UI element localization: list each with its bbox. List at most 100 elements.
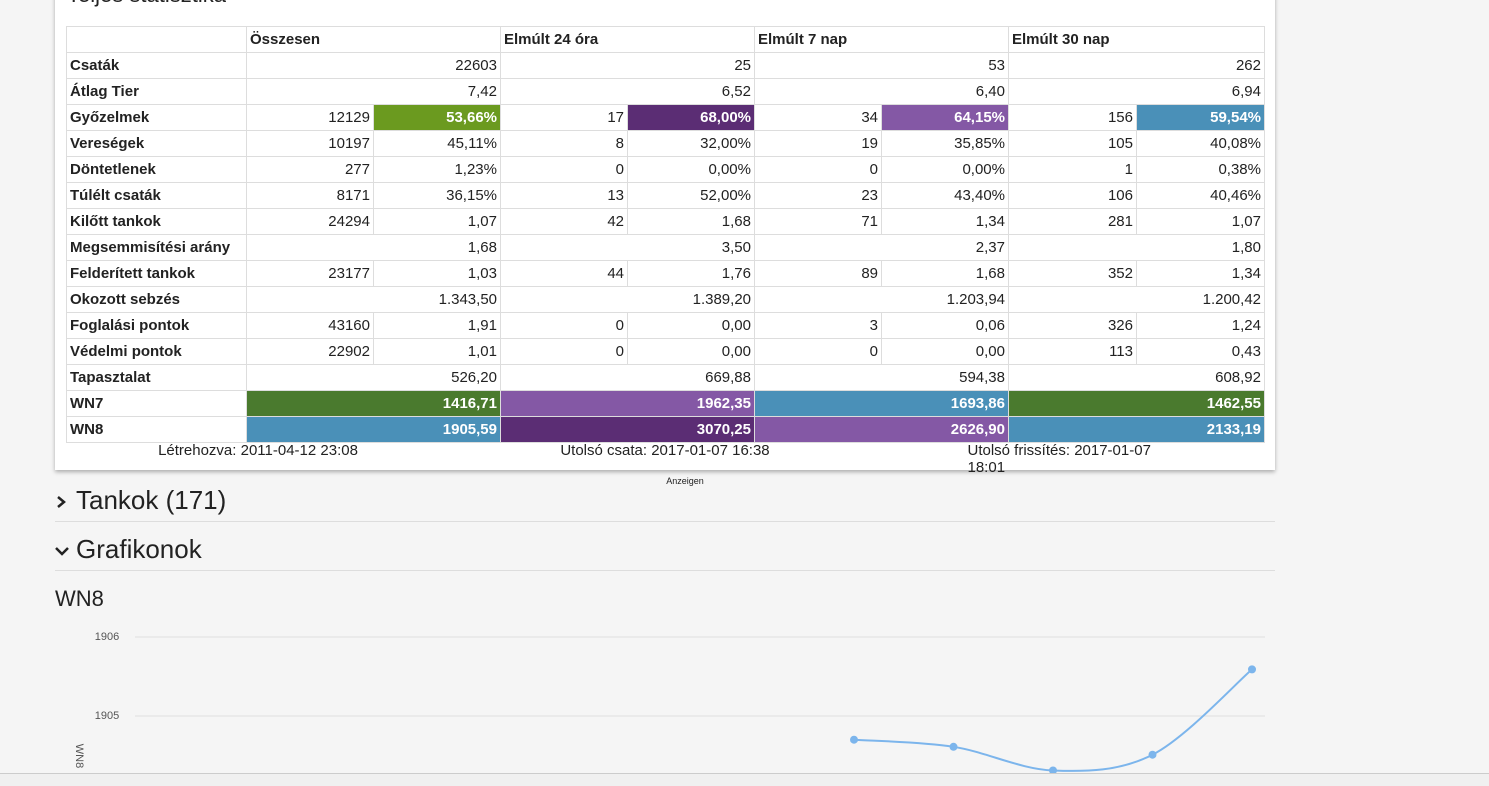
y-tick-label: 1905 [95,710,119,722]
value-cell: 0 [500,156,628,183]
point [1049,766,1057,775]
value-cell: 0,38% [1136,156,1265,183]
value-cell: 1.389,20 [500,286,755,313]
value-cell: 17 [500,104,628,131]
value-cell: 23177 [246,260,374,287]
value-cell: 0 [500,312,628,339]
footer-text: Utolsó frissítés: 2017-01-07 18:01 [967,442,1151,476]
value-cell: 59,54% [1136,104,1265,131]
value-cell: 7,42 [246,78,501,105]
value-cell: 53,66% [373,104,501,131]
value-cell: 22902 [246,338,374,365]
table-body: Csaták 22603 25 53 262 Átlag Tier 7,42 6,52 6,40… [66,52,1265,443]
header-cell: Összesen [246,26,501,53]
value-cell: 43,40% [881,182,1009,209]
value-cell: 277 [246,156,374,183]
row-label: WN7 [66,390,247,417]
y-tick-label: 1906 [95,631,119,643]
value-cell: 1,34 [1136,260,1265,287]
value-cell: 1693,86 [754,390,1009,417]
table-row: Felderített tankok 23177 1,03 44 1,76 89 1,68 3… [66,260,1265,287]
value-cell: 106 [1008,182,1137,209]
table-row: WN8 1905,59 3070,25 2626,90 2133,19 [66,416,1265,443]
card-title: Teljes statisztika [67,0,226,8]
table-row: Védelmi pontok 22902 1,01 0 0,00 0 0,00 113 0,43 [66,338,1265,365]
table-row: Tapasztalat 526,20 669,88 594,38 608,92 [66,364,1265,391]
value-cell: 0 [754,156,882,183]
table-row: Megsemmisítési arány 1,68 3,50 2,37 1,80 [66,234,1265,261]
chevron-down [55,547,69,556]
value-cell: 19 [754,130,882,157]
stats-table: Összesen Elmúlt 24 óra Elmúlt 7 nap Elmúlt … [66,26,1265,443]
scrollbar[interactable] [0,773,1489,786]
value-cell: 43160 [246,312,374,339]
value-cell: 1.203,94 [754,286,1009,313]
chevron-right [57,496,66,508]
value-cell: 35,85% [881,130,1009,157]
line [853,668,1253,772]
point [1248,665,1256,674]
table-row: Átlag Tier 7,42 6,52 6,40 6,94 [66,78,1265,105]
value-cell: 6,40 [754,78,1009,105]
section-header[interactable]: Tankok (171) [55,481,1275,522]
row-label: Csaták [66,52,247,79]
value-cell: 1,07 [1136,208,1265,235]
row-label: Vereségek [66,130,247,157]
value-cell: 8171 [246,182,374,209]
value-cell: 1 [1008,156,1137,183]
value-cell: 1,80 [1008,234,1265,261]
value-cell: 1416,71 [246,390,501,417]
value-cell: 1,23% [373,156,501,183]
value-cell: 113 [1008,338,1137,365]
point [1148,750,1157,759]
row-label: Túlélt csaták [66,182,247,209]
value-cell: 281 [1008,208,1137,235]
value-cell: 594,38 [754,364,1009,391]
row-label: Foglalási pontok [66,312,247,339]
value-cell: 1.200,42 [1008,286,1265,313]
value-cell: 0 [500,338,628,365]
row-label: Átlag Tier [66,78,247,105]
row-label: Megsemmisítési arány [66,234,247,261]
value-cell: 1,01 [373,338,501,365]
value-cell: 0,00 [627,338,755,365]
table-row: Okozott sebzés 1.343,50 1.389,20 1.203,94 1.… [66,286,1265,313]
value-cell: 2626,90 [754,416,1009,443]
value-cell: 1905,59 [246,416,501,443]
table-row: Foglalási pontok 43160 1,91 0 0,00 3 0,06 326 1,… [66,312,1265,339]
value-cell: 32,00% [627,130,755,157]
value-cell: 1962,35 [500,390,755,417]
value-cell: 352 [1008,260,1137,287]
section-header[interactable]: Grafikonok [55,530,1275,571]
value-cell: 3,50 [500,234,755,261]
value-cell: 23 [754,182,882,209]
row-label: Győzelmek [66,104,247,131]
section-title: Tankok (171) [76,485,227,515]
value-cell: 0,00% [881,156,1009,183]
value-cell: 42 [500,208,628,235]
value-cell: 0,43 [1136,338,1265,365]
value-cell: 0,00 [881,338,1009,365]
value-cell: 1,03 [373,260,501,287]
footer-text: Utolsó csata: 2017-01-07 16:38 [560,442,770,459]
footer-text: Létrehozva: 2011-04-12 23:08 [158,442,358,459]
value-cell: 1,68 [881,260,1009,287]
value-cell: 36,15% [373,182,501,209]
value-cell: 40,46% [1136,182,1265,209]
header-cell [66,26,247,53]
header-cell: Elmúlt 30 nap [1008,26,1265,53]
value-cell: 24294 [246,208,374,235]
point [850,735,858,744]
row-label: Döntetlenek [66,156,247,183]
table-row: Vereségek 10197 45,11% 8 32,00% 19 35,85% 105 40… [66,130,1265,157]
header-cell: Elmúlt 7 nap [754,26,1009,53]
value-cell: 12129 [246,104,374,131]
value-cell: 0,00% [627,156,755,183]
table-row: Csaták 22603 25 53 262 [66,52,1265,79]
chart-heading: WN8 [55,586,104,611]
row-label: Okozott sebzés [66,286,247,313]
section-title: Grafikonok [76,534,202,564]
value-cell: 6,94 [1008,78,1265,105]
value-cell: 53 [754,52,1009,79]
